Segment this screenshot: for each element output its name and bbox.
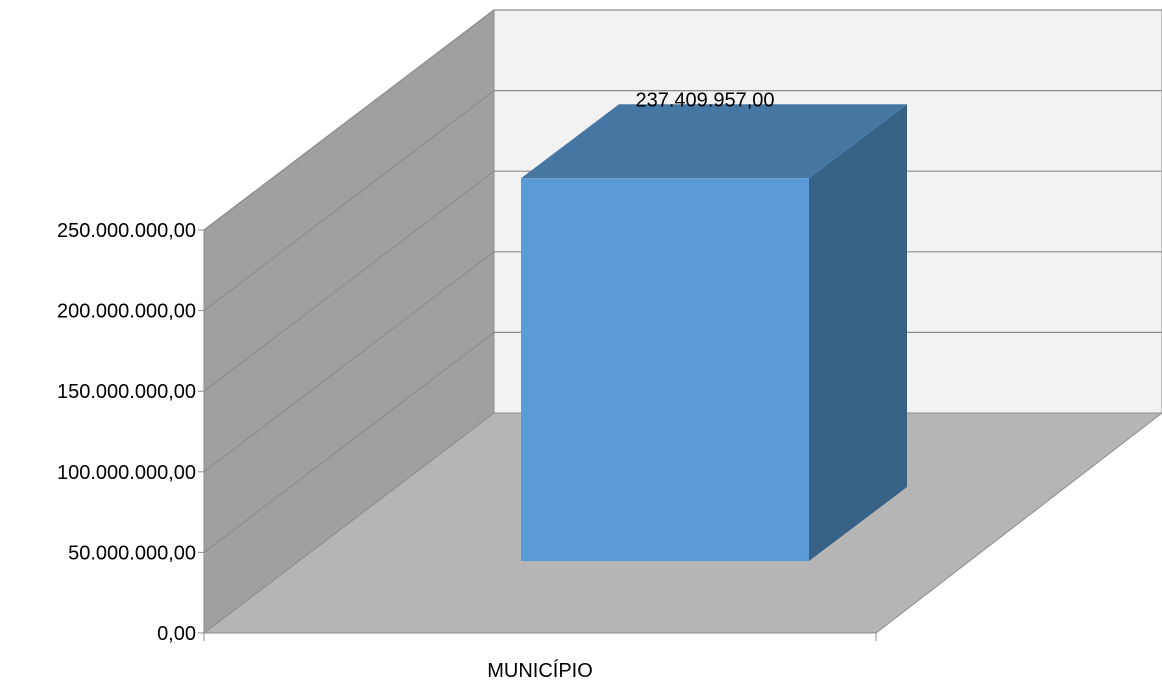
y-axis-ticks: 0,00 50.000.000,00 100.000.000,00 150.000.0… xyxy=(57,220,204,645)
y-tick-label: 200.000.000,00 xyxy=(57,301,196,323)
y-tick-label: 0,00 xyxy=(157,623,196,645)
side-gridline xyxy=(203,170,495,392)
y-tick-label: 150.000.000,00 xyxy=(57,381,196,403)
side-gridline xyxy=(203,251,495,473)
x-axis-labels: MUNICÍPIO xyxy=(203,633,877,682)
bar-top xyxy=(521,104,907,179)
side-gridline xyxy=(203,9,495,231)
bars xyxy=(521,104,907,561)
data-labels: 237.409.957,00 xyxy=(635,89,774,111)
y-tick-label: 50.000.000,00 xyxy=(68,542,196,564)
side-gridline xyxy=(203,331,495,553)
y-tick-label: 100.000.000,00 xyxy=(57,462,196,484)
x-category-label: MUNICÍPIO xyxy=(487,659,593,682)
bar-side xyxy=(809,104,907,561)
data-label: 237.409.957,00 xyxy=(635,89,774,111)
bar xyxy=(521,178,809,561)
side-gridline xyxy=(203,90,495,312)
y-tick-label: 250.000.000,00 xyxy=(57,220,196,242)
